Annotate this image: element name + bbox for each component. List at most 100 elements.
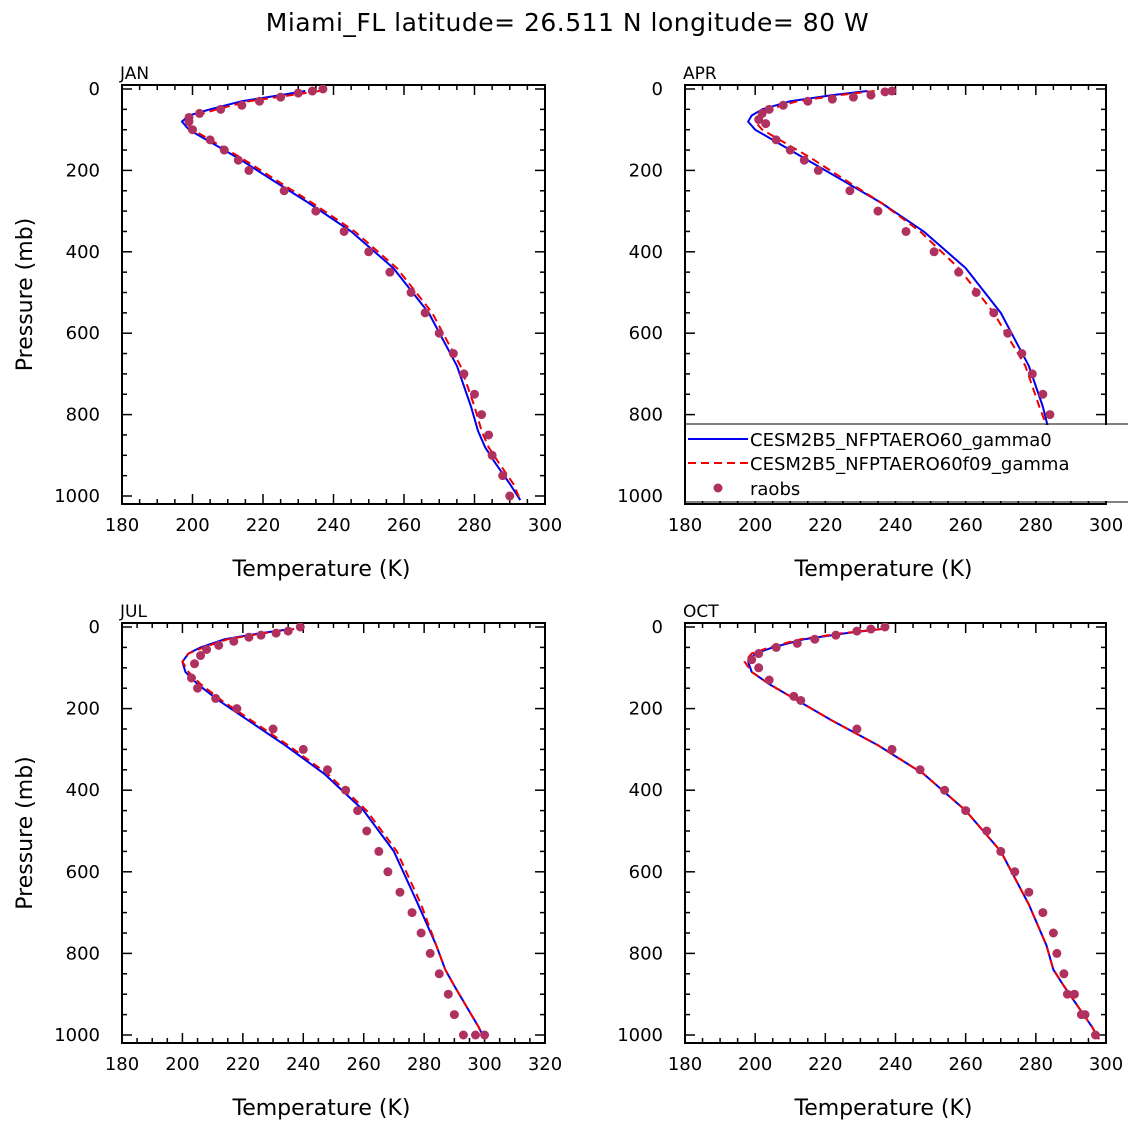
raobs-point (1045, 410, 1055, 420)
raobs-point (219, 145, 229, 155)
raobs-point (448, 349, 458, 359)
raobs-point (771, 642, 781, 652)
y-tick-label: 800 (66, 943, 100, 964)
raobs-point (293, 88, 303, 98)
raobs-point (383, 867, 393, 877)
y-tick-label: 400 (66, 780, 100, 801)
series-group (180, 85, 522, 501)
x-tick-label: 300 (467, 1054, 501, 1075)
raobs-point (407, 908, 417, 918)
raobs-point (873, 206, 883, 216)
raobs-point (395, 887, 405, 897)
x-tick-label: 260 (948, 1054, 982, 1075)
raobs-point (747, 655, 757, 665)
raobs-point (915, 765, 925, 775)
x-tick-label: 300 (528, 515, 562, 536)
x-tick-label: 240 (286, 1054, 320, 1075)
raobs-point (929, 247, 939, 257)
raobs-point (505, 491, 515, 501)
raobs-point (307, 86, 317, 96)
raobs-point (785, 145, 795, 155)
x-tick-label: 260 (347, 1054, 381, 1075)
y-tick-label: 400 (629, 780, 663, 801)
raobs-point (339, 226, 349, 236)
panel-apr: 180 200 220 240 260 280 300 0 200 400 600 800 1000 AP… (617, 64, 1123, 582)
raobs-point (848, 92, 858, 102)
raobs-point (1080, 1010, 1090, 1020)
y-tick-label: 600 (66, 323, 100, 344)
x-tick-label: 240 (878, 515, 912, 536)
raobs-point (353, 806, 363, 816)
x-tick-label: 180 (668, 515, 702, 536)
x-tick-label: 260 (387, 515, 421, 536)
raobs-point (459, 369, 469, 379)
raobs-point (318, 85, 328, 94)
y-tick-label: 200 (66, 699, 100, 720)
raobs-point (789, 691, 799, 701)
x-tick-label: 220 (808, 515, 842, 536)
series-line-model-f09 (184, 90, 522, 501)
raobs-point (831, 630, 841, 640)
raobs-point (196, 651, 206, 661)
raobs-point (1024, 887, 1034, 897)
series-group (181, 623, 490, 1040)
raobs-point (813, 165, 823, 175)
raobs-point (880, 87, 890, 97)
y-tick-label: 400 (629, 242, 663, 263)
x-tick-label: 180 (105, 515, 139, 536)
raobs-point (771, 135, 781, 145)
y-tick-label: 600 (629, 323, 663, 344)
plot-frame (684, 622, 1107, 1044)
raobs-point (271, 628, 281, 638)
raobs-point (996, 846, 1006, 856)
raobs-point (940, 785, 950, 795)
x-tick-label: 320 (528, 1054, 562, 1075)
y-tick-label: 0 (652, 617, 663, 638)
raobs-point (276, 92, 286, 102)
raobs-point (449, 1010, 459, 1020)
y-tick-label: 200 (629, 699, 663, 720)
raobs-point (799, 155, 809, 165)
raobs-point (764, 104, 774, 114)
raobs-point (1069, 989, 1079, 999)
raobs-point (254, 96, 264, 106)
x-tick-label: 280 (1019, 515, 1053, 536)
panel-label: JAN (119, 64, 149, 84)
raobs-point (852, 724, 862, 734)
raobs-point (458, 1030, 468, 1040)
raobs-point (434, 969, 444, 979)
raobs-point (195, 108, 205, 118)
x-tick-label: 220 (246, 515, 280, 536)
raobs-point (827, 94, 837, 104)
raobs-point (778, 100, 788, 110)
raobs-point (214, 640, 224, 650)
raobs-point (211, 693, 221, 703)
raobs-point (1052, 948, 1062, 958)
y-tick-label: 1000 (617, 1025, 663, 1046)
raobs-point (498, 471, 508, 481)
x-tick-label: 280 (457, 515, 491, 536)
raobs-point (1038, 908, 1048, 918)
y-tick-label: 1000 (54, 1025, 100, 1046)
legend-background (686, 425, 1128, 501)
series-group (743, 623, 1100, 1040)
raobs-point (1090, 1030, 1100, 1040)
raobs-point (229, 636, 239, 646)
raobs-point (792, 638, 802, 648)
raobs-point (364, 247, 374, 257)
raobs-point (471, 1030, 481, 1040)
raobs-point (754, 649, 764, 659)
panel-label: APR (683, 64, 717, 84)
raobs-point (982, 826, 992, 836)
panel-oct: 180 200 220 240 260 280 300 0 200 400 600 800 1000 OC… (617, 602, 1123, 1121)
raobs-point (1062, 989, 1072, 999)
y-tick-label: 800 (66, 405, 100, 426)
raobs-point (385, 267, 395, 277)
x-axis-title: Temperature (K) (232, 1096, 411, 1121)
raobs-point (341, 785, 351, 795)
y-tick-label: 600 (629, 862, 663, 883)
raobs-point (961, 806, 971, 816)
series-line-model (747, 628, 1100, 1040)
raobs-point (1048, 928, 1058, 938)
y-tick-label: 600 (66, 862, 100, 883)
